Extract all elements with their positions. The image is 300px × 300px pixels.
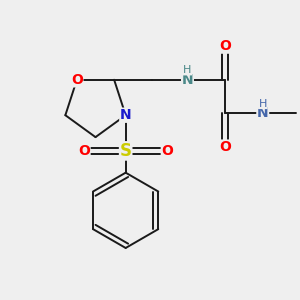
Text: S: S: [120, 142, 132, 160]
Text: O: O: [161, 144, 173, 158]
Text: N: N: [120, 108, 131, 122]
Text: O: O: [219, 39, 231, 53]
Text: O: O: [78, 144, 90, 158]
Text: O: O: [219, 140, 231, 154]
Text: N: N: [182, 73, 193, 87]
Text: O: O: [71, 73, 83, 87]
Text: H: H: [259, 98, 267, 109]
Text: H: H: [183, 65, 192, 75]
Text: N: N: [257, 106, 268, 121]
